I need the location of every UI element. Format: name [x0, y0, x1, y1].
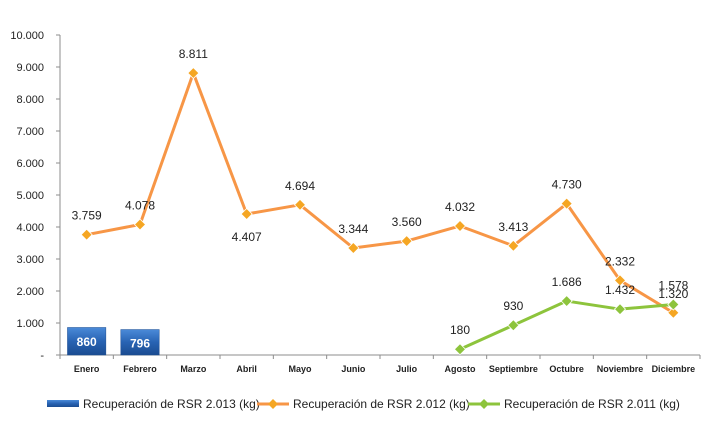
- point-value-label: 4.032: [445, 200, 475, 214]
- point-value-label: 4.078: [125, 199, 155, 213]
- bar-value-label: 860: [77, 335, 97, 349]
- series-point: [453, 219, 467, 233]
- series-point: [560, 197, 573, 210]
- y-tick-label: -: [40, 350, 44, 362]
- series-point: [613, 274, 627, 287]
- y-tick-label: 3.000: [16, 254, 44, 266]
- bar: [67, 327, 107, 356]
- x-tick-label: Julio: [396, 364, 418, 374]
- point-value-label: 2.332: [605, 254, 635, 268]
- series-point: [560, 294, 573, 308]
- legend-swatch: [47, 400, 79, 407]
- legend-item: Recuperación de RSR 2.011 (kg): [468, 397, 680, 411]
- point-value-label: 4.407: [232, 230, 262, 244]
- x-tick-label: Mayo: [288, 364, 312, 374]
- series-point: [507, 319, 520, 332]
- bar: [120, 329, 160, 356]
- legend-marker: [268, 399, 278, 409]
- series-point: [133, 218, 147, 231]
- point-value-label: 1.686: [552, 275, 582, 289]
- y-tick-label: 6.000: [16, 158, 44, 170]
- series-point: [667, 306, 680, 319]
- x-tick-label: Marzo: [180, 364, 207, 374]
- point-value-label: 3.560: [392, 215, 422, 229]
- series-point: [293, 198, 307, 211]
- bar-series: [67, 327, 160, 356]
- series-line: [86, 71, 675, 315]
- point-value-label: 1.432: [605, 283, 635, 297]
- x-tick-label: Noviembre: [597, 364, 644, 374]
- x-tick-label: Junio: [341, 364, 366, 374]
- point-value-label: 930: [503, 299, 523, 313]
- y-tick-label: 8.000: [16, 94, 44, 106]
- bar-value-label: 796: [130, 336, 150, 350]
- point-value-label: 1.578: [658, 279, 688, 293]
- point-value-label: 3.413: [498, 220, 528, 234]
- legend-label: Recuperación de RSR 2.011 (kg): [504, 397, 680, 411]
- series-point: [667, 298, 680, 311]
- legend-label: Recuperación de RSR 2.012 (kg): [293, 397, 470, 411]
- series-point: [400, 235, 413, 248]
- x-tick-label: Octubre: [549, 364, 584, 374]
- y-tick-label: 10.000: [10, 30, 44, 42]
- point-value-label: 4.694: [285, 179, 315, 193]
- x-tick-label: Abril: [236, 364, 257, 374]
- legend-marker: [479, 399, 489, 409]
- series-point: [80, 228, 93, 241]
- series-point: [187, 66, 200, 80]
- point-value-label: 8.811: [179, 47, 208, 61]
- point-value-label: 180: [450, 323, 470, 337]
- x-tick-label: Septiembre: [489, 364, 538, 374]
- legend-item: Recuperación de RSR 2.012 (kg): [257, 397, 470, 411]
- data-labels: 860 796 3.759 4.078 8.811 4.407 4.694 3.344 3.56…: [72, 47, 689, 350]
- x-tick-label: Febrero: [123, 364, 157, 374]
- y-tick-label: 2.000: [16, 286, 44, 298]
- series-point: [613, 303, 627, 316]
- series-point: [240, 207, 253, 221]
- point-value-label: 4.730: [552, 178, 582, 192]
- x-tick-label: Diciembre: [652, 364, 696, 374]
- point-value-label: 1.320: [658, 287, 688, 301]
- series-point: [507, 239, 520, 252]
- series-point: [453, 343, 467, 356]
- axes: - 1.000 2.000 3.000 4.000 5.000 6.000 7.000 8.00…: [10, 30, 701, 374]
- series-line: [459, 299, 674, 351]
- legend-item: Recuperación de RSR 2.013 (kg): [47, 397, 260, 411]
- y-tick-label: 4.000: [16, 222, 44, 234]
- y-tick-label: 1.000: [16, 318, 44, 330]
- legend-label: Recuperación de RSR 2.013 (kg): [83, 397, 260, 411]
- y-tick-label: 5.000: [16, 190, 44, 202]
- x-tick-label: Enero: [74, 364, 100, 374]
- y-tick-label: 9.000: [16, 62, 44, 74]
- x-tick-label: Agosto: [445, 364, 476, 374]
- point-value-label: 3.759: [72, 209, 102, 223]
- legend: Recuperación de RSR 2.013 (kg) Recuperaci…: [47, 397, 680, 411]
- series-point: [347, 241, 360, 255]
- line-series: [80, 66, 680, 356]
- point-value-label: 3.344: [338, 222, 368, 236]
- y-tick-label: 7.000: [16, 126, 44, 138]
